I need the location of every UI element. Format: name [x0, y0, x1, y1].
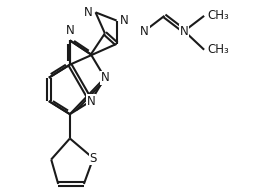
Text: N: N — [101, 71, 109, 84]
Text: S: S — [89, 152, 97, 165]
Text: CH₃: CH₃ — [207, 9, 229, 22]
Text: N: N — [119, 14, 128, 27]
Text: N: N — [87, 95, 95, 108]
Text: N: N — [140, 25, 149, 38]
Text: N: N — [84, 6, 93, 19]
Text: N: N — [66, 24, 74, 37]
Text: CH₃: CH₃ — [207, 43, 229, 56]
Text: N: N — [180, 25, 189, 38]
